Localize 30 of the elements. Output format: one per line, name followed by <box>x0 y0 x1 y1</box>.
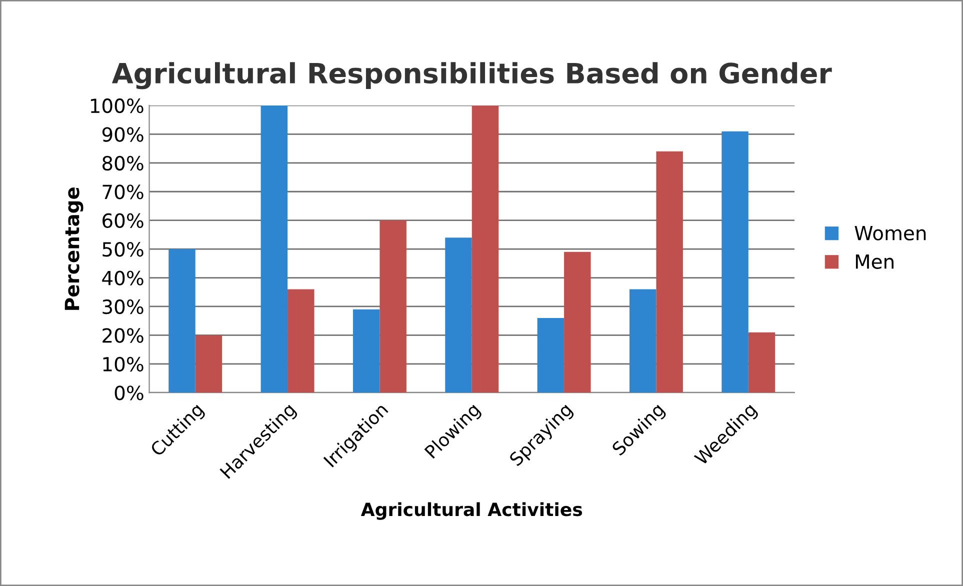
bar <box>656 151 683 393</box>
bar <box>288 289 314 393</box>
bar <box>168 249 196 393</box>
bar <box>195 335 222 393</box>
bar <box>445 238 472 393</box>
bar <box>380 220 406 393</box>
y-tick-label: 40% <box>102 270 144 286</box>
bar <box>260 105 288 393</box>
y-tick-label: 30% <box>102 299 144 314</box>
y-tick-label: 80% <box>102 156 144 171</box>
chart-title: Agricultural Responsibilities Based on Gender <box>112 62 832 90</box>
y-tick-label: 10% <box>103 356 144 372</box>
y-tick-label: 70% <box>102 184 144 200</box>
y-tick-label: 60% <box>102 213 144 228</box>
y-tick-label: 0% <box>114 386 144 400</box>
bar <box>629 289 656 393</box>
y-tick-label: 100% <box>90 98 144 114</box>
y-tick-label: 90% <box>102 127 144 142</box>
bar <box>722 131 748 393</box>
bar <box>748 332 776 393</box>
y-axis-title: Percentage <box>64 187 84 310</box>
legend-label: Women <box>854 226 926 240</box>
legend-label: Men <box>856 254 894 269</box>
bar <box>537 318 564 393</box>
y-tick-label: 20% <box>102 328 144 343</box>
bar <box>564 252 591 393</box>
bar <box>472 105 499 393</box>
bar <box>352 309 380 393</box>
y-tick-label: 50% <box>102 242 144 257</box>
x-axis-title: Agricultural Activities <box>360 502 582 520</box>
